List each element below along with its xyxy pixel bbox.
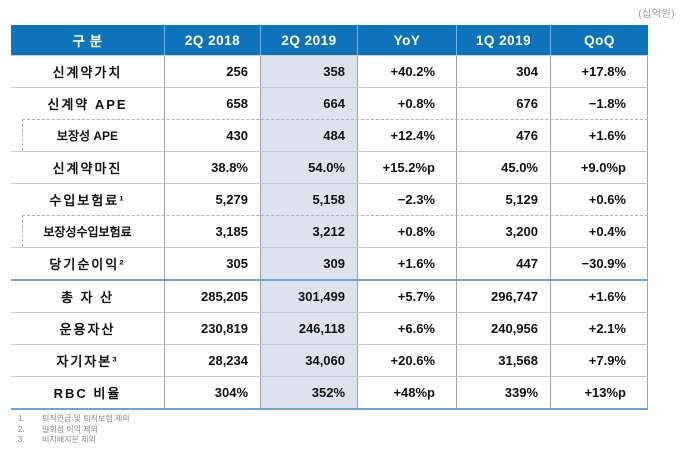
cell-value: +15.2%p (358, 152, 457, 183)
cell-value: 476 (457, 119, 551, 151)
table-body: 신계약가치 256 358 +40.2% 304 +17.8% 신계약 APE 658 664 +… (11, 55, 648, 408)
cell-value: +0.8% (358, 215, 457, 247)
footnote: 3. 비지배지분 제외 (18, 435, 130, 446)
cell-value: 304% (165, 377, 261, 408)
footnote: 2. 일회성 이익 제외 (18, 425, 130, 436)
cell-value: 5,129 (457, 184, 551, 215)
cell-value: +1.6% (551, 119, 648, 151)
row-label: 자기자본³ (11, 345, 165, 376)
header-2q2018: 2Q 2018 (165, 25, 261, 55)
cell-value: 3,212 (261, 215, 358, 247)
table-row: 수입보험료¹ 5,279 5,158 −2.3% 5,129 +0.6% (11, 183, 648, 215)
footnote-number: 2. (18, 424, 25, 434)
cell-value: +13%p (551, 377, 648, 408)
row-label: 신계약마진 (11, 152, 165, 183)
cell-value: −2.3% (358, 184, 457, 215)
cell-value: 3,185 (165, 215, 261, 247)
row-label: 당기순이익² (11, 248, 165, 279)
header-yoy: YoY (358, 25, 457, 55)
footnote-text: 비지배지분 제외 (42, 435, 96, 444)
row-label: 신계약가치 (11, 56, 165, 87)
cell-value: +7.9% (551, 345, 648, 376)
cell-value: +1.6% (358, 248, 457, 279)
cell-value: 31,568 (457, 345, 551, 376)
cell-value: +17.8% (551, 56, 648, 87)
table-row: 신계약마진 38.8% 54.0% +15.2%p 45.0% +9.0%p (11, 151, 648, 183)
cell-value: 34,060 (261, 345, 358, 376)
cell-value: 285,205 (165, 281, 261, 312)
cell-value: +1.6% (551, 281, 648, 312)
cell-value: 664 (261, 88, 358, 119)
header-qoq: QoQ (584, 32, 615, 48)
table-row: 신계약가치 256 358 +40.2% 304 +17.8% (11, 55, 648, 87)
cell-value: 676 (457, 88, 551, 119)
cell-value: 54.0% (261, 152, 358, 183)
cell-value: 430 (165, 119, 261, 151)
table-row: 자기자본³ 28,234 34,060 +20.6% 31,568 +7.9% (11, 344, 648, 376)
header-1q2019: 1Q 2019 (457, 25, 551, 55)
cell-value: 5,279 (165, 184, 261, 215)
cell-value: 447 (457, 248, 551, 279)
table-row: 보장성수입보험료 3,185 3,212 +0.8% 3,200 +0.4% (11, 215, 648, 247)
cell-value: 45.0% (457, 152, 551, 183)
footnotes: 1. 퇴직연금 및 퇴직보험 제외 2. 일회성 이익 제외 3. 비지배지분 … (18, 414, 130, 446)
row-label: 운용자산 (11, 313, 165, 344)
table-row: 당기순이익² 305 309 +1.6% 447 −30.9% (11, 247, 648, 279)
footnote-number: 1. (18, 414, 25, 423)
cell-value: 339% (457, 377, 551, 408)
cell-value: 230,819 (165, 313, 261, 344)
cell-value: 309 (261, 248, 358, 279)
table-row: 신계약 APE 658 664 +0.8% 676 −1.8% (11, 87, 648, 119)
table-row: 보장성 APE 430 484 +12.4% 476 +1.6% (11, 119, 648, 151)
cell-value: 484 (261, 119, 358, 151)
cell-value: 352% (261, 377, 358, 408)
row-label: 수입보험료¹ (11, 184, 165, 215)
cell-value: +5.7% (358, 281, 457, 312)
unit-label: (십억원) (638, 9, 675, 20)
cell-value: −1.8% (551, 88, 648, 119)
table-header: 구 분 2Q 2018 2Q 2019 YoY 1Q 2019 QoQ (11, 25, 648, 55)
footnote: 1. 퇴직연금 및 퇴직보험 제외 (18, 414, 130, 425)
cell-value: 38.8% (165, 152, 261, 183)
cell-value: −30.9% (551, 248, 648, 279)
cell-value: 5,158 (261, 184, 358, 215)
table-row: 총 자 산 285,205 301,499 +5.7% 296,747 +1.6% (11, 279, 648, 312)
cell-value: 358 (261, 56, 358, 87)
cell-value: 304 (457, 56, 551, 87)
cell-value: +2.1% (551, 313, 648, 344)
table-row: RBC 비율 304% 352% +48%p 339% +13%p (11, 376, 648, 408)
results-table: 구 분 2Q 2018 2Q 2019 YoY 1Q 2019 QoQ 신계약가… (11, 25, 648, 410)
cell-value: +40.2% (358, 56, 457, 87)
row-label: 신계약 APE (11, 88, 165, 119)
cell-value: 256 (165, 56, 261, 87)
cell-value: +6.6% (358, 313, 457, 344)
cell-value: 3,200 (457, 215, 551, 247)
header-category: 구 분 (11, 25, 165, 55)
cell-value: +20.6% (358, 345, 457, 376)
footnote-text: 일회성 이익 제외 (42, 424, 98, 434)
cell-value: 246,118 (261, 313, 358, 344)
row-label: 보장성 APE (11, 119, 165, 151)
cell-value: +9.0%p (551, 152, 648, 183)
cell-value: +0.6% (551, 184, 648, 215)
cell-value: +0.8% (358, 88, 457, 119)
cell-value: +0.4% (551, 215, 648, 247)
footnote-text: 퇴직연금 및 퇴직보험 제외 (42, 414, 130, 423)
cell-value: 240,956 (457, 313, 551, 344)
cell-value: 296,747 (457, 281, 551, 312)
row-label: RBC 비율 (11, 377, 165, 408)
cell-value: 301,499 (261, 281, 358, 312)
cell-value: 28,234 (165, 345, 261, 376)
table-row: 운용자산 230,819 246,118 +6.6% 240,956 +2.1% (11, 312, 648, 344)
cell-value: 658 (165, 88, 261, 119)
cell-value: +48%p (358, 377, 457, 408)
row-label: 보장성수입보험료 (11, 215, 165, 247)
footnote-number: 3. (18, 435, 25, 444)
row-label: 총 자 산 (11, 281, 165, 312)
header-2q2019: 2Q 2019 (261, 25, 358, 55)
cell-value: +12.4% (358, 119, 457, 151)
cell-value: 305 (165, 248, 261, 279)
